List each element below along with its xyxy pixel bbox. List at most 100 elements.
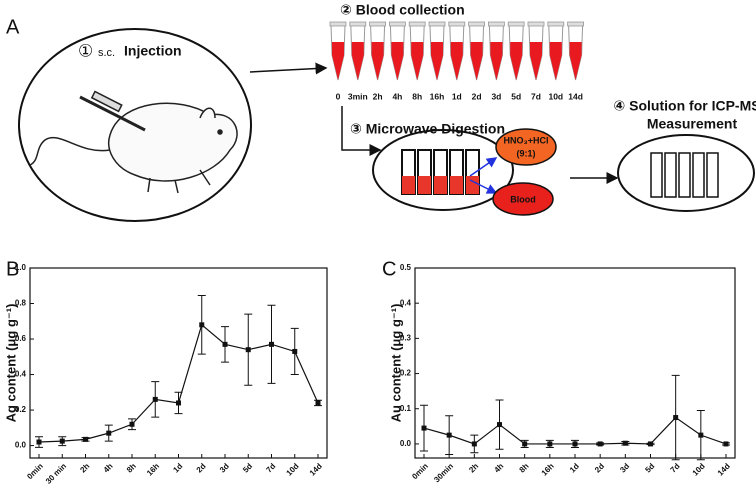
x-tick-label: 7d [669,461,682,474]
time-label: 2h [373,91,383,101]
data-point [106,430,112,436]
tube-cap [468,21,486,27]
solution-vials [650,152,719,198]
y-tick-label: 0.0 [15,441,27,450]
tube-cap [487,21,505,27]
reagent-label: (9:1) [516,148,535,158]
arrow [469,179,498,194]
data-point [152,396,158,402]
tube-cap [527,21,545,27]
blood-fill [351,42,364,80]
tube-cap [408,21,426,27]
arrow [469,157,498,177]
data-point [648,441,653,447]
x-tick-label: 16h [145,461,161,477]
x-tick-label: 0min [410,461,430,481]
acid-reagent [495,128,557,166]
panel-label: B [6,258,19,280]
x-tick-label: 4h [492,461,505,474]
y-axis-label: Ag content (μg g⁻¹) [3,304,18,423]
mouse-illustration [29,90,238,194]
injection-circle [18,28,252,222]
blood-fill [490,42,503,80]
blood-fill [549,42,562,80]
x-tick-label: 0min [25,461,45,481]
tube-cap [567,21,584,27]
y-tick-label: 0.3 [400,333,412,342]
x-tick-label: 10d [285,461,301,477]
data-point [446,432,452,438]
x-tick-label: 3d [618,461,631,474]
y-tick-label: 0.0 [400,439,412,448]
x-tick-label: 5d [241,461,254,474]
time-label: 10d [548,91,563,101]
data-line [38,323,319,443]
y-tick-label: 0.4 [400,298,412,307]
data-point [673,415,679,421]
digestion-vials [401,149,480,195]
data-point [471,441,477,447]
plot-frame [414,267,736,459]
tube-cap [448,21,466,27]
data-point [83,436,88,442]
step-label: ② Blood collection [340,2,465,18]
arrow [341,106,382,156]
data-point [36,439,42,445]
x-tick-label: 2h [78,461,91,474]
time-label: 14d [568,91,583,101]
blood-fill [391,42,404,80]
x-tick-label: 14d [308,461,324,477]
data-point [723,441,729,447]
data-point [59,438,65,444]
time-label: 4h [392,91,402,101]
x-tick-label: 2d [593,461,606,474]
data-point [199,322,205,328]
time-label: 5d [511,91,521,101]
y-tick-label: 1.0 [15,263,27,272]
x-tick-label: 30min [432,461,455,484]
data-point [622,440,628,446]
blood-fill [530,42,542,80]
blood-fill [332,42,344,80]
tube-cap [349,21,367,27]
x-tick-label: 2d [195,461,208,474]
x-tick-label: 3d [218,461,231,474]
y-axis-label: Au content (μg g⁻¹) [388,304,403,423]
time-label: 2d [472,91,482,101]
x-tick-label: 2h [467,461,480,474]
tube-cap [369,21,387,27]
step-label: Measurement [647,116,738,132]
time-label: 3min [348,91,368,101]
data-point [222,341,228,347]
icp-circle [617,134,755,212]
step-label: ③ Microwave Digestion [350,121,505,137]
data-point [292,348,298,354]
plot-frame [29,267,328,459]
blood-fill [569,42,582,80]
route-label: s.c. [98,47,115,59]
x-tick-label: 5d [643,461,656,474]
y-tick-label: 0.2 [400,369,412,378]
x-tick-label: 10d [691,461,707,477]
y-tick-label: 0.6 [15,334,27,343]
tube-cap [329,21,347,27]
data-point [245,347,251,353]
tube-cap [388,21,406,27]
arrow [249,62,328,75]
tube-cap [507,21,525,27]
blood-fill [431,42,443,80]
time-label: 8h [412,91,422,101]
x-tick-label: 4h [102,461,115,474]
data-point [572,441,578,447]
blood-fill [450,42,463,80]
panel-label: A [6,16,20,38]
step-number: ① [78,41,93,60]
y-tick-label: 0.2 [15,405,27,414]
x-tick-label: 8h [518,461,531,474]
data-point [269,341,274,347]
data-point [597,441,603,447]
data-point [315,400,321,406]
x-tick-label: 30 min [44,461,68,485]
blood-fill [411,42,424,80]
data-point [176,400,181,406]
